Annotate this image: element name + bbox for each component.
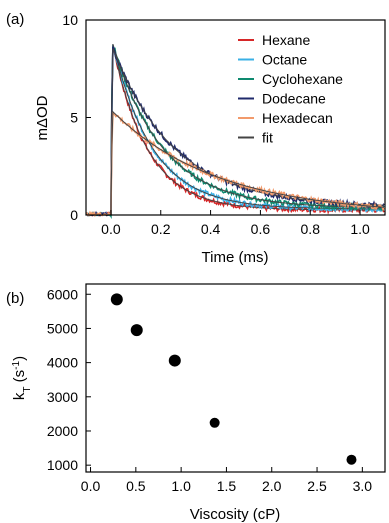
panel-a-x-tick-label: 0.2 [151,221,171,237]
panel-b-x-tick-label: 1.0 [171,478,191,494]
panel-a-x-ticks: 0.0 0.2 0.4 0.6 0.8 1.0 [101,210,370,237]
data-point [130,324,143,337]
legend-label: Hexane [262,32,310,48]
trace-cyclohexane [85,46,385,220]
panel-a-y-axis-label: mΔOD [34,95,51,140]
panel-a: (a) 0.0 0.2 0.4 0.6 0.8 1.0 0 5 10 Time (ms) mΔ… [6,11,386,266]
legend-label: fit [262,130,273,146]
panel-b-x-tick-label: 1.5 [217,478,237,494]
panel-b-label: (b) [6,290,24,307]
panel-a-y-tick-label: 0 [70,207,78,223]
panel-b-x-tick-label: 0.0 [81,478,101,494]
panel-a-x-tick-label: 0.0 [101,221,121,237]
legend-label: Dodecane [262,91,326,107]
panel-b-frame [85,283,386,473]
panel-a-y-tick-label: 10 [62,12,78,28]
panel-b-points [110,293,357,465]
data-point [168,354,181,367]
panel-b-x-tick-label: 0.5 [126,478,146,494]
panel-a-x-axis-label: Time (ms) [202,249,269,266]
panel-b-y-tick-label: 6000 [47,286,78,302]
fit-hexadecan [110,110,385,216]
panel-b-x-ticks: 0.0 0.5 1.0 1.5 2.0 2.5 3.0 [81,467,372,494]
panel-b: (b) 0.0 0.5 1.0 1.5 2.0 2.5 3.0 1000 2000 3000 40… [6,283,386,523]
legend-label: Cyclohexane [262,71,343,87]
legend-label: Hexadecan [262,110,333,126]
panel-b-x-axis-label: Viscosity (cP) [190,506,281,523]
panel-a-x-tick-label: 1.0 [350,221,370,237]
panel-b-x-tick-label: 2.5 [307,478,327,494]
panel-b-y-axis-label: kT (s-1) [11,356,33,400]
panel-b-x-tick-label: 3.0 [353,478,373,494]
panel-b-x-tick-label: 2.0 [262,478,282,494]
panel-b-y-tick-label: 1000 [47,457,78,473]
panel-b-y-tick-label: 2000 [47,423,78,439]
panel-b-y-tick-label: 3000 [47,389,78,405]
legend-label: Octane [262,52,307,68]
panel-b-y-tick-label: 5000 [47,320,78,336]
panel-a-x-tick-label: 0.8 [301,221,321,237]
panel-a-legend: Hexane Octane Cyclohexane Dodecane Hexadecan… [238,32,343,146]
data-point [209,417,220,428]
panel-b-y-tick-label: 4000 [47,355,78,371]
data-point [346,454,357,465]
data-point [110,293,123,306]
panel-a-frame [85,19,386,216]
panel-a-x-tick-label: 0.4 [201,221,221,237]
panel-a-label: (a) [6,11,24,28]
fit-octane [110,43,384,216]
panel-b-y-ticks: 1000 2000 3000 4000 5000 6000 [47,286,91,473]
panel-a-x-tick-label: 0.6 [251,221,271,237]
panel-a-y-ticks: 0 5 10 [62,12,91,223]
panel-a-traces [85,43,385,220]
panel-a-y-tick-label: 5 [70,110,78,126]
